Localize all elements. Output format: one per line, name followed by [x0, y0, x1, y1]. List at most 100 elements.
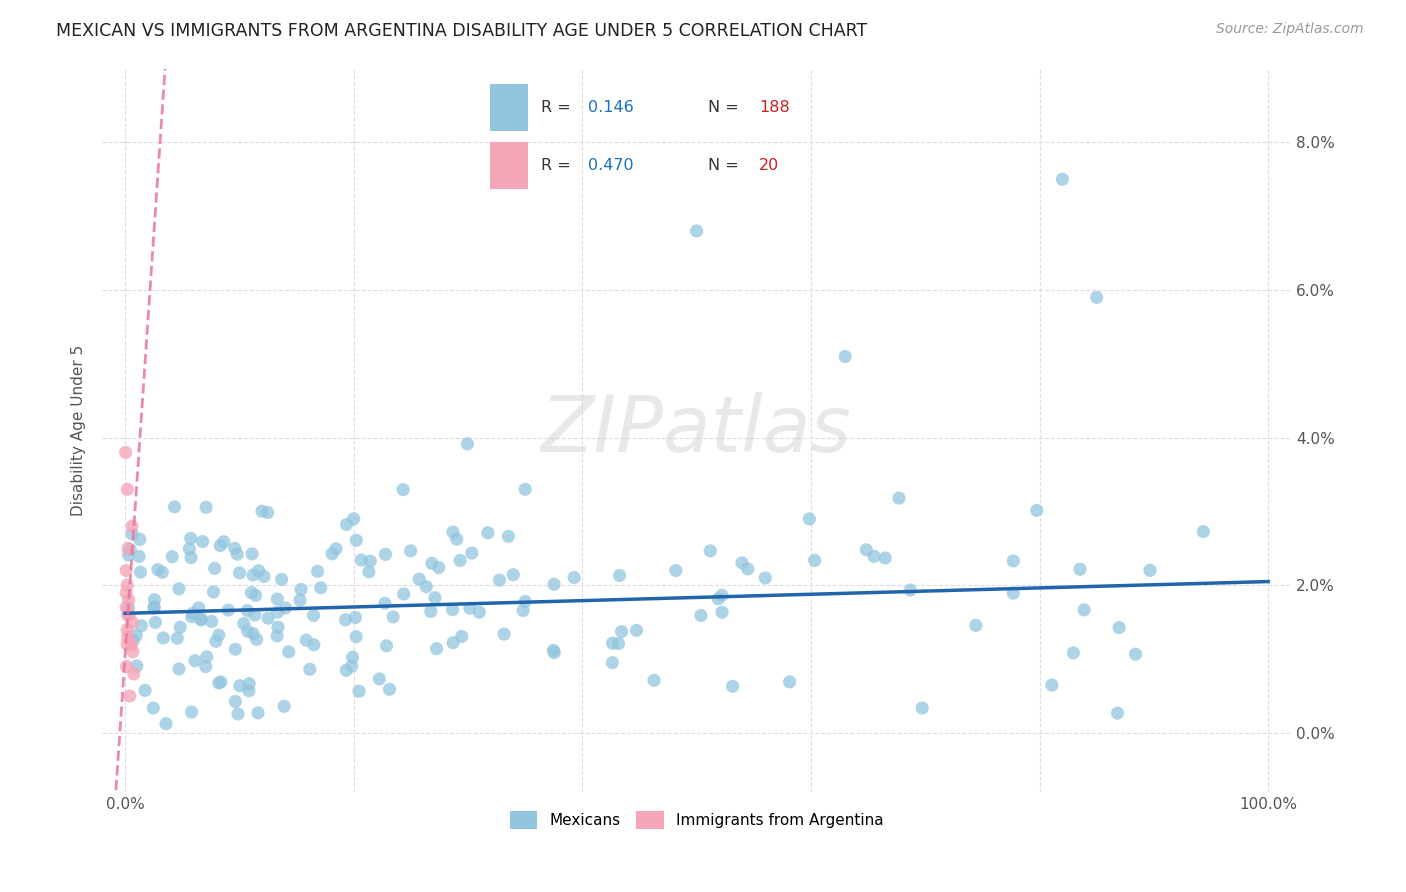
Immigrants from Argentina [115, 637, 138, 651]
Mexicans [247, 564, 270, 578]
Mexicans [1062, 646, 1084, 660]
Mexicans [191, 534, 214, 549]
Mexicans [803, 553, 825, 567]
Mexicans [266, 629, 288, 643]
Mexicans [543, 646, 565, 660]
Mexicans [240, 547, 263, 561]
Mexicans [420, 557, 443, 571]
Mexicans [266, 605, 288, 619]
Mexicans [195, 500, 218, 515]
Mexicans [242, 568, 264, 582]
Mexicans [449, 553, 471, 567]
Mexicans [699, 544, 721, 558]
Mexicans [441, 636, 464, 650]
Mexicans [266, 592, 288, 607]
Mexicans [643, 673, 665, 688]
Mexicans [162, 549, 184, 564]
Mexicans [342, 650, 364, 665]
Mexicans [626, 624, 648, 638]
Mexicans [143, 601, 166, 615]
Mexicans [446, 532, 468, 546]
Mexicans [779, 674, 801, 689]
Mexicans [163, 500, 186, 514]
Mexicans [665, 564, 688, 578]
Mexicans [344, 533, 367, 548]
Mexicans [441, 602, 464, 616]
Mexicans [711, 605, 734, 619]
Mexicans [120, 542, 142, 557]
Mexicans [228, 566, 250, 580]
Mexicans [180, 609, 202, 624]
Mexicans [288, 593, 311, 607]
Mexicans [441, 524, 464, 539]
Mexicans [488, 573, 510, 587]
Mexicans [242, 626, 264, 640]
Mexicans [257, 611, 280, 625]
Mexicans [143, 599, 166, 614]
Mexicans [245, 589, 267, 603]
Mexicans [350, 553, 373, 567]
Mexicans [335, 663, 357, 677]
Mexicans [415, 580, 437, 594]
Mexicans [121, 526, 143, 541]
Mexicans [150, 566, 173, 580]
Mexicans [236, 604, 259, 618]
Immigrants from Argentina [117, 630, 139, 644]
Mexicans [179, 541, 201, 556]
Mexicans [125, 628, 148, 642]
Mexicans [273, 699, 295, 714]
Mexicans [246, 632, 269, 647]
Mexicans [194, 659, 217, 673]
Mexicans [711, 588, 734, 602]
Mexicans [502, 567, 524, 582]
Mexicans [340, 659, 363, 673]
Mexicans [290, 582, 312, 597]
Immigrants from Argentina [115, 564, 138, 578]
Immigrants from Argentina [118, 689, 141, 703]
Mexicans [1002, 554, 1025, 568]
Mexicans [1002, 586, 1025, 600]
Mexicans [129, 565, 152, 579]
Mexicans [1040, 678, 1063, 692]
Text: ZIPatlas: ZIPatlas [541, 392, 852, 468]
Mexicans [374, 547, 396, 561]
Mexicans [117, 548, 139, 562]
Mexicans [834, 350, 856, 364]
Mexicans [1125, 647, 1147, 661]
Mexicans [543, 643, 565, 657]
Mexicans [195, 649, 218, 664]
Immigrants from Argentina [117, 593, 139, 607]
Mexicans [270, 573, 292, 587]
Mexicans [423, 591, 446, 605]
Mexicans [236, 624, 259, 639]
Mexicans [277, 645, 299, 659]
Mexicans [425, 641, 447, 656]
Mexicans [256, 506, 278, 520]
Mexicans [359, 554, 381, 568]
Immigrants from Argentina [122, 645, 145, 659]
Mexicans [146, 562, 169, 576]
Mexicans [368, 672, 391, 686]
Mexicans [224, 694, 246, 708]
Mexicans [357, 565, 380, 579]
Mexicans [295, 633, 318, 648]
Mexicans [335, 517, 357, 532]
Mexicans [267, 620, 290, 634]
Mexicans [375, 639, 398, 653]
Mexicans [754, 571, 776, 585]
Mexicans [607, 637, 630, 651]
Mexicans [731, 556, 754, 570]
Y-axis label: Disability Age Under 5: Disability Age Under 5 [72, 344, 86, 516]
Mexicans [209, 539, 232, 553]
Mexicans [152, 631, 174, 645]
Mexicans [347, 684, 370, 698]
Immigrants from Argentina [115, 659, 138, 673]
Immigrants from Argentina [115, 585, 138, 599]
Mexicans [609, 568, 631, 582]
Mexicans [321, 547, 343, 561]
Mexicans [202, 585, 225, 599]
Mexicans [205, 634, 228, 648]
Mexicans [167, 582, 190, 596]
Mexicans [309, 581, 332, 595]
Mexicans [1192, 524, 1215, 539]
